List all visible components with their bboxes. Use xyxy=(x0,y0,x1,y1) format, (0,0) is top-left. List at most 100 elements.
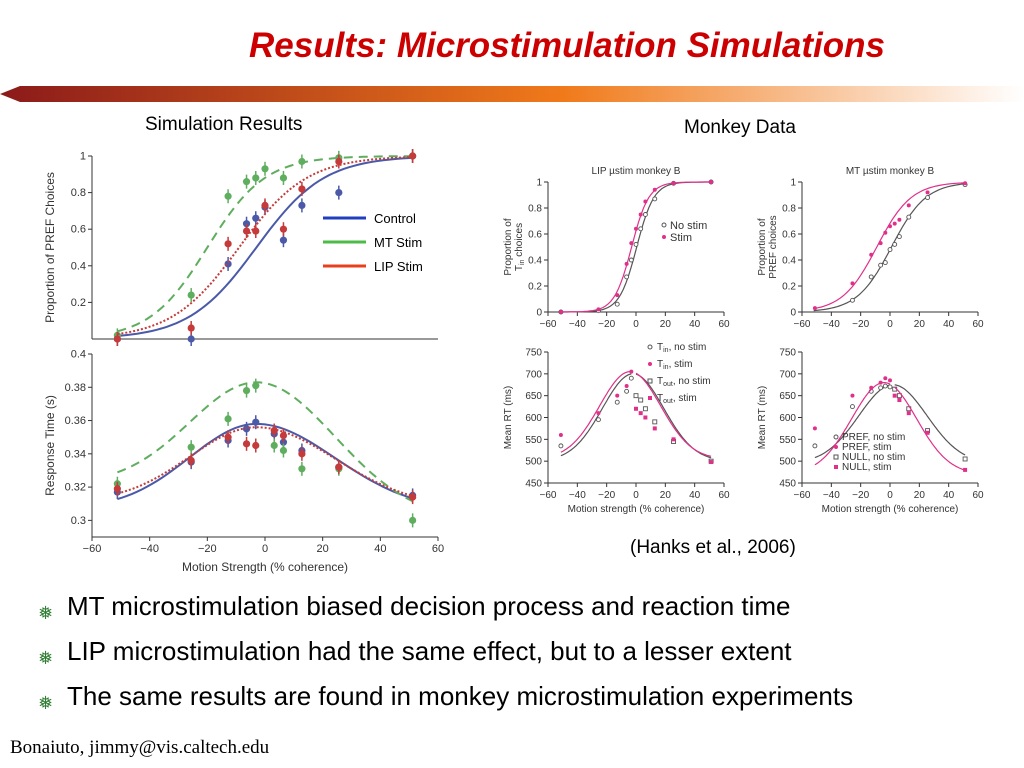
series-line xyxy=(117,156,413,337)
legend-marker xyxy=(648,362,652,366)
legend-label: PREF, no stim xyxy=(842,432,905,443)
data-point xyxy=(638,397,644,403)
series-line xyxy=(814,382,891,466)
data-point xyxy=(643,415,648,420)
data-point xyxy=(558,443,564,449)
y-tick-label: 0.4 xyxy=(71,349,86,361)
y-axis-label: Proportion of PREF Choices xyxy=(43,172,57,323)
data-point xyxy=(335,463,343,471)
y-axis-label-line2: PREF choices xyxy=(768,215,779,278)
data-point xyxy=(850,297,855,303)
legend-label: PREF, stim xyxy=(842,442,891,453)
x-tick-label: −40 xyxy=(823,319,840,330)
data-point xyxy=(624,261,629,266)
data-point xyxy=(963,181,968,186)
x-tick-label: −20 xyxy=(852,319,869,330)
data-point xyxy=(925,430,930,435)
x-tick-label: −20 xyxy=(598,319,615,330)
simulation-results-heading: Simulation Results xyxy=(145,114,303,135)
legend-rest: , no stim xyxy=(669,342,707,353)
chart-title: LIP µstim monkey B xyxy=(592,166,681,177)
x-tick-label: 40 xyxy=(943,490,955,501)
data-point xyxy=(850,393,855,398)
x-tick-label: 60 xyxy=(718,490,730,501)
y-tick-label: 0 xyxy=(790,308,796,319)
data-point xyxy=(558,310,563,314)
legend-marker xyxy=(833,434,839,440)
data-point xyxy=(252,214,260,222)
legend-label: Tin, no stim xyxy=(657,342,706,354)
data-point xyxy=(671,181,676,186)
legend-rest: , stim xyxy=(669,359,693,370)
bullet-item: ❅ LIP microstimulation had the same effec… xyxy=(38,635,853,680)
data-point xyxy=(633,393,639,399)
data-point xyxy=(850,281,855,286)
x-tick-label: 0 xyxy=(887,319,893,330)
y-tick-label: 650 xyxy=(779,391,796,402)
y-tick-label: 0.36 xyxy=(65,415,86,427)
data-point xyxy=(892,221,897,226)
legend-marker xyxy=(647,378,653,384)
y-axis-label: Mean RT (ms) xyxy=(503,386,514,450)
data-point xyxy=(270,426,278,435)
x-tick-label: −60 xyxy=(83,543,102,555)
y-tick-label: 450 xyxy=(779,479,796,490)
bullet-item: ❅ MT microstimulation biased decision pro… xyxy=(38,590,853,635)
legend-subscript: out xyxy=(663,381,673,388)
legend-label: Tout, no stim xyxy=(657,376,711,388)
bullet-text: MT microstimulation biased decision proc… xyxy=(67,591,791,621)
x-tick-label: 20 xyxy=(914,490,926,501)
data-point xyxy=(642,212,648,217)
x-tick-label: 60 xyxy=(432,543,444,555)
legend-label: NULL, stim xyxy=(842,462,891,473)
legend-marker xyxy=(834,465,838,469)
chart-sim-choice: 0.2 0.4 0.6 0.8 1 Proportion of PREF Choices C… xyxy=(43,149,438,346)
series-line xyxy=(813,183,967,312)
x-tick-label: −20 xyxy=(198,543,217,555)
legend-rest: , no stim xyxy=(673,376,711,387)
legend-rest: , stim xyxy=(673,393,697,404)
y-tick-label: 1 xyxy=(80,151,86,163)
data-point xyxy=(906,411,911,416)
data-point xyxy=(409,516,417,524)
x-tick-label: 20 xyxy=(317,543,329,555)
data-point xyxy=(882,260,888,266)
series-line xyxy=(814,384,891,459)
y-label-subscript: in xyxy=(519,259,526,265)
x-tick-label: 0 xyxy=(262,543,268,555)
data-point xyxy=(224,192,232,200)
data-point xyxy=(850,404,855,410)
data-point xyxy=(633,241,639,247)
data-point xyxy=(638,212,643,217)
chart-mt-rt: 450 500 550 600 650 700 750 −60 −40 −20 0 20 40 60 Mot… xyxy=(757,348,984,516)
y-tick-label: 600 xyxy=(525,413,542,424)
data-point xyxy=(335,189,343,197)
legend-base: T xyxy=(657,376,663,387)
y-tick-label: 0 xyxy=(536,308,542,319)
data-point xyxy=(709,460,714,465)
series-line xyxy=(117,381,414,503)
legend-base: T xyxy=(657,342,663,353)
data-point xyxy=(888,378,892,383)
data-point xyxy=(624,274,630,280)
data-point xyxy=(897,398,902,403)
x-tick-label: −60 xyxy=(540,319,557,330)
y-tick-label: 0.2 xyxy=(71,297,86,309)
data-point xyxy=(615,393,620,398)
data-point xyxy=(279,236,288,244)
chart-mt-choice: 0 0.2 0.4 0.6 0.8 1 −60 −40 −20 0 20 40 60 MT µstim m… xyxy=(757,166,984,330)
legend-label: Tout, stim xyxy=(657,393,697,405)
y-tick-label: 700 xyxy=(779,369,796,380)
data-point xyxy=(887,247,893,253)
data-point xyxy=(652,187,657,192)
series-line xyxy=(894,386,966,471)
legend-base: T xyxy=(657,393,663,404)
data-point xyxy=(242,227,251,235)
x-tick-label: 60 xyxy=(972,490,984,501)
data-point xyxy=(638,226,644,232)
data-point xyxy=(883,230,888,235)
data-point xyxy=(614,399,620,405)
legend-base: T xyxy=(657,359,663,370)
title-divider-bar xyxy=(0,86,1024,102)
y-tick-label: 0.4 xyxy=(71,260,86,272)
